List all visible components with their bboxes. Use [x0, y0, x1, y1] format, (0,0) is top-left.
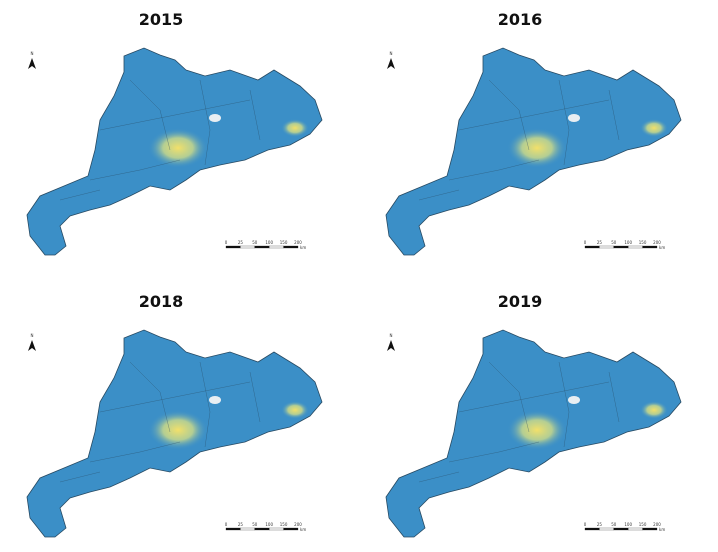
scale-segment: [599, 527, 614, 531]
panel-title: 2015: [139, 10, 184, 29]
scale-segment: [254, 245, 270, 249]
north-label: N: [390, 333, 393, 338]
scale-segment: [628, 245, 643, 249]
scale-segment: [269, 527, 284, 531]
province-map: [385, 47, 682, 256]
scale-unit: km: [659, 245, 665, 250]
scale-label: 150: [639, 522, 647, 527]
scale-segment: [599, 245, 614, 249]
north-arrow: [387, 340, 395, 351]
scale-segment: [283, 245, 299, 249]
scale-segment: [269, 245, 284, 249]
province-map: [26, 329, 323, 538]
scale-segment: [642, 527, 658, 531]
scale-unit: km: [300, 245, 306, 250]
scale-label: 100: [624, 240, 632, 245]
scale-label: 150: [280, 240, 288, 245]
scale-label: 100: [265, 240, 273, 245]
scale-label: 0: [584, 522, 587, 527]
scale-label: 50: [611, 240, 617, 245]
panel-title: 2016: [498, 10, 543, 29]
scale-label: 150: [639, 240, 647, 245]
north-arrow: [28, 58, 36, 69]
scale-label: 50: [252, 522, 258, 527]
north-label: N: [31, 51, 34, 56]
province-map: [385, 329, 682, 538]
scale-label: 25: [597, 240, 603, 245]
scale-segment: [642, 245, 658, 249]
scale-segment: [613, 245, 629, 249]
scale-label: 100: [265, 522, 273, 527]
north-label: N: [31, 333, 34, 338]
scale-segment: [283, 527, 299, 531]
scale-segment: [584, 527, 600, 531]
province-map: [26, 47, 323, 256]
scale-segment: [240, 527, 255, 531]
scale-label: 25: [238, 240, 244, 245]
north-arrow: [28, 340, 36, 351]
scale-label: 0: [225, 240, 228, 245]
north-arrow: [387, 58, 395, 69]
scale-label: 0: [584, 240, 587, 245]
scale-label: 150: [280, 522, 288, 527]
scale-label: 50: [252, 240, 258, 245]
panel-title: 2019: [498, 292, 543, 311]
scale-label: 100: [624, 522, 632, 527]
north-label: N: [390, 51, 393, 56]
scale-label: 200: [653, 240, 661, 245]
scale-segment: [225, 245, 241, 249]
scale-segment: [628, 527, 643, 531]
scale-segment: [613, 527, 629, 531]
scale-unit: km: [659, 527, 665, 532]
scale-unit: km: [300, 527, 306, 532]
scale-label: 200: [294, 522, 302, 527]
panel-title: 2018: [139, 292, 184, 311]
scale-label: 0: [225, 522, 228, 527]
scale-label: 25: [238, 522, 244, 527]
scale-segment: [584, 245, 600, 249]
scale-label: 25: [597, 522, 603, 527]
scale-label: 200: [294, 240, 302, 245]
scale-label: 200: [653, 522, 661, 527]
scale-segment: [240, 245, 255, 249]
scale-label: 50: [611, 522, 617, 527]
scale-segment: [254, 527, 270, 531]
scale-segment: [225, 527, 241, 531]
